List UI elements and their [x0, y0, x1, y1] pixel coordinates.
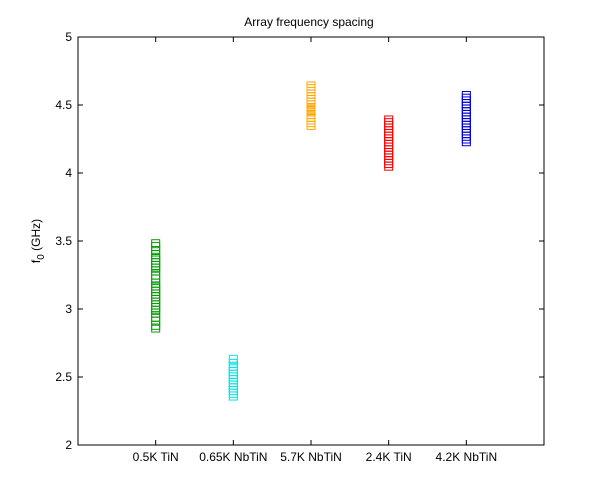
y-tick-label-5: 4.5: [55, 98, 72, 112]
data-point-1-13: [228, 354, 238, 364]
x-tick-label-2: 5.7K NbTiN: [280, 450, 342, 464]
y-axis-label: f0 (GHz): [29, 219, 47, 263]
chart-title: Array frequency spacing: [244, 15, 373, 29]
y-axis-label-unit: (GHz): [29, 219, 43, 254]
y-tick-label-3: 3.5: [55, 234, 72, 248]
y-tick-label-0: 2: [65, 438, 72, 452]
data-point-0-27: [151, 239, 161, 249]
markers-layer: [151, 81, 471, 401]
x-tick-label-3: 2.4K TiN: [366, 450, 412, 464]
series-0: [151, 239, 161, 333]
y-tick-label-1: 2.5: [55, 370, 72, 384]
data-point-2-16: [306, 81, 316, 91]
x-tick-label-4: 4.2K NbTiN: [436, 450, 498, 464]
data-point-4-17: [461, 90, 471, 100]
axis-ticks: 2 2.5 3 3.5 4 4.5 5 0.5K TiN 0.65K NbTiN 5.7K NbT…: [55, 30, 544, 464]
y-tick-label-4: 4: [65, 166, 72, 180]
y-axis-label-main: f: [29, 259, 43, 263]
x-tick-label-1: 0.65K NbTiN: [199, 450, 267, 464]
series-1: [228, 354, 238, 401]
series-4: [461, 90, 471, 147]
y-tick-label-6: 5: [65, 30, 72, 44]
x-tick-label-0: 0.5K TiN: [133, 450, 179, 464]
data-point-3-17: [384, 115, 394, 125]
y-axis-label-subscript: 0: [36, 254, 47, 260]
y-tick-label-2: 3: [65, 302, 72, 316]
series-3: [384, 115, 394, 171]
series-2: [306, 81, 316, 130]
